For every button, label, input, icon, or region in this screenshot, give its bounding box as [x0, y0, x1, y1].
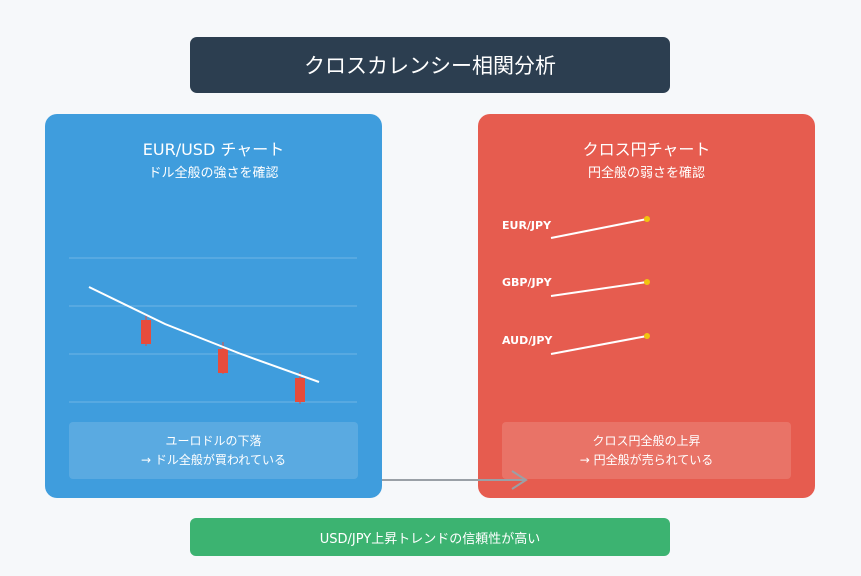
downtrend-line: [88, 286, 320, 383]
candle-body: [218, 349, 228, 373]
eurusd-panel-title: EUR/USD チャート: [142, 140, 285, 159]
eurusd-panel: EUR/USD チャート ドル全般の強さを確認 ユーロドルの下落 → ドル全般が…: [45, 114, 382, 498]
eurusd-note-line1: ユーロドルの下落: [165, 433, 262, 448]
candle-body: [141, 320, 151, 344]
candle-body: [295, 378, 305, 402]
uptrend-line-gbpjpy: [550, 281, 648, 297]
conclusion-banner: USD/JPY上昇トレンドの信頼性が高い: [190, 518, 670, 556]
eurusd-panel-subtitle: ドル全般の強さを確認: [148, 166, 279, 181]
uptrend-line-audjpy: [550, 335, 648, 355]
pair-label-gbpjpy: GBP/JPY: [502, 276, 552, 289]
eurusd-chart: [69, 257, 357, 404]
endpoint-dot: [644, 279, 650, 285]
cross-yen-chart: [550, 216, 650, 355]
cross-yen-note: クロス円全般の上昇 → 円全般が売られている: [502, 422, 791, 479]
endpoint-dot: [644, 333, 650, 339]
page-title: クロスカレンシー相関分析: [190, 37, 670, 93]
cross-yen-panel: クロス円チャート 円全般の弱さを確認 EUR/JPY GBP/JPY AUD/J…: [478, 114, 815, 498]
endpoint-dot: [644, 216, 650, 222]
uptrend-line-eurjpy: [550, 218, 648, 239]
pair-label-audjpy: AUD/JPY: [502, 334, 553, 347]
cross-yen-note-line1: クロス円全般の上昇: [592, 433, 701, 448]
cross-yen-note-line2: → 円全般が売られている: [579, 452, 714, 467]
cross-yen-panel-title: クロス円チャート: [582, 140, 711, 159]
eurusd-note: ユーロドルの下落 → ドル全般が買われている: [69, 422, 358, 479]
pair-label-eurjpy: EUR/JPY: [502, 219, 552, 232]
eurusd-note-line2: → ドル全般が買われている: [141, 452, 286, 467]
cross-yen-panel-subtitle: 円全般の弱さを確認: [587, 166, 705, 181]
